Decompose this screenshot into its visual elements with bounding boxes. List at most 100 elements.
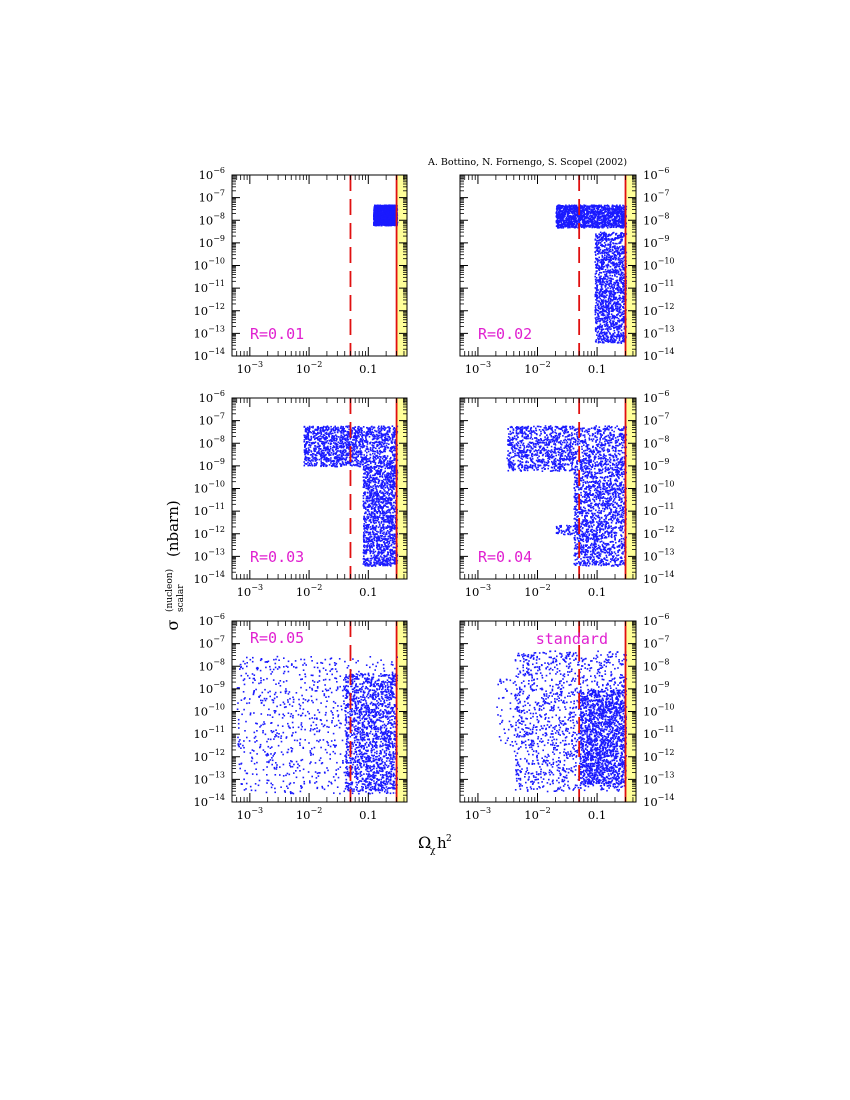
data-point [571, 210, 573, 213]
data-point [605, 240, 608, 243]
data-point [603, 331, 606, 333]
data-point [618, 328, 620, 330]
data-point [596, 237, 599, 240]
data-point [601, 278, 604, 280]
data-point [570, 221, 572, 223]
data-point [557, 217, 560, 220]
data-point [594, 205, 597, 207]
data-point [601, 256, 604, 258]
data-point [563, 215, 565, 218]
data-point [623, 298, 625, 301]
data-point [605, 324, 608, 326]
data-point [600, 337, 602, 340]
data-point [610, 282, 612, 285]
data-point [619, 246, 621, 248]
data-point [381, 211, 384, 214]
data-point [621, 220, 624, 222]
data-point [601, 213, 603, 215]
data-point [563, 216, 565, 219]
data-point [622, 225, 624, 228]
data-point [379, 214, 382, 216]
data-point [597, 314, 600, 317]
data-point [623, 328, 626, 330]
data-point [383, 205, 385, 207]
data-point [623, 250, 625, 253]
data-point [375, 208, 378, 211]
data-point [608, 308, 610, 310]
data-point [569, 208, 572, 211]
data-point [611, 317, 613, 320]
data-point [598, 265, 600, 267]
data-point [600, 267, 603, 269]
data-point [572, 220, 574, 223]
data-point [575, 222, 578, 224]
data-point [620, 291, 623, 293]
data-point [622, 300, 625, 303]
data-point [608, 303, 610, 305]
data-point [618, 252, 620, 255]
data-point [378, 425, 380, 428]
data-point [618, 273, 621, 276]
data-point [594, 313, 597, 316]
data-point [620, 234, 623, 236]
data-point [613, 332, 616, 334]
data-point [562, 220, 565, 223]
data-point [608, 208, 610, 211]
data-point [605, 272, 608, 275]
data-point [601, 240, 603, 242]
data-point [621, 245, 624, 248]
data-point [618, 251, 620, 254]
data-point [373, 222, 375, 224]
data-point [599, 219, 601, 222]
data-point [623, 212, 625, 214]
data-point [580, 214, 583, 216]
data-point [362, 438, 364, 441]
data-point [599, 288, 602, 291]
data-point [303, 461, 305, 463]
data-point [614, 275, 616, 277]
data-point [608, 283, 611, 285]
data-point [598, 315, 600, 318]
data-point [605, 317, 608, 320]
data-point [598, 295, 601, 298]
data-point [601, 259, 603, 262]
data-point [382, 212, 385, 215]
data-point [393, 216, 396, 218]
data-point [622, 331, 624, 334]
data-point [613, 296, 615, 298]
data-point [606, 217, 609, 219]
data-point [608, 225, 610, 227]
data-point [615, 209, 618, 212]
data-point [583, 220, 585, 223]
data-point [560, 220, 562, 222]
data-point [309, 446, 312, 448]
data-point [583, 221, 586, 224]
data-point [621, 323, 623, 325]
data-point [622, 337, 624, 340]
data-point [622, 204, 624, 207]
data-point [618, 206, 620, 209]
data-point [596, 267, 598, 269]
data-point [594, 225, 597, 227]
data-point [623, 288, 625, 291]
data-point [591, 211, 594, 213]
data-point [605, 335, 608, 337]
data-point [610, 211, 612, 214]
data-point [617, 327, 619, 329]
data-point [386, 205, 389, 207]
data-point [392, 223, 395, 226]
data-point [607, 298, 610, 300]
data-point [600, 286, 603, 289]
data-point [605, 333, 607, 336]
data-point [606, 249, 608, 252]
data-point [391, 446, 393, 448]
data-point [616, 205, 619, 208]
data-point [608, 239, 610, 241]
data-point [587, 222, 590, 225]
data-point [617, 219, 620, 221]
data-point [598, 239, 601, 242]
data-point [334, 431, 336, 434]
data-point [617, 222, 620, 225]
panel-1: 10−1410−1310−1210−1110−1010−910−810−710−… [193, 166, 408, 376]
data-point [594, 295, 597, 298]
